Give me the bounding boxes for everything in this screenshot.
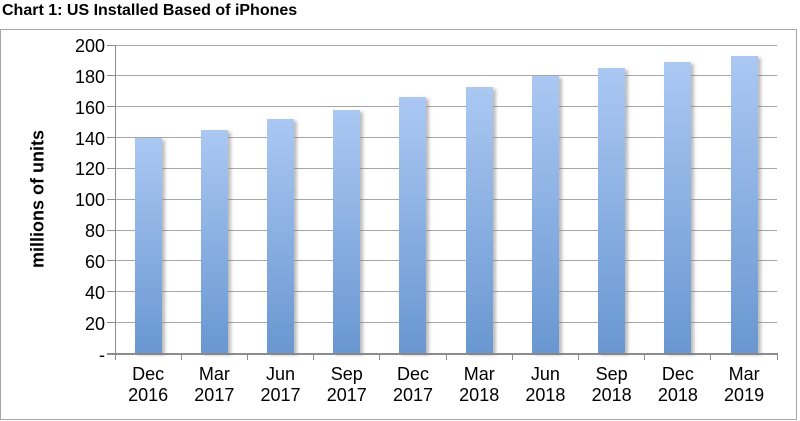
x-tick-label: Mar 2019	[724, 364, 765, 405]
gridline	[115, 229, 778, 231]
gridline	[115, 322, 778, 324]
y-axis-line	[115, 45, 116, 354]
bar	[333, 109, 361, 354]
y-tick-label: 140	[74, 128, 105, 149]
x-axis-tick	[644, 352, 646, 360]
x-axis-tick	[511, 352, 513, 360]
x-tick-label: Mar 2018	[459, 364, 500, 405]
gridline	[115, 167, 778, 169]
x-axis-tick	[776, 352, 778, 360]
x-axis-tick	[246, 352, 248, 360]
gridline	[115, 75, 778, 77]
x-tick-label: Dec 2018	[657, 364, 698, 405]
bar	[267, 119, 295, 354]
x-axis-tick	[180, 352, 182, 360]
bar	[598, 68, 626, 354]
y-tick-label: 200	[74, 36, 105, 56]
y-axis-tick	[107, 44, 115, 46]
y-axis-tick	[107, 229, 115, 231]
x-tick-label: Jun 2017	[260, 364, 301, 405]
gridline	[115, 260, 778, 262]
bar	[664, 61, 692, 354]
bar	[399, 97, 427, 354]
bar	[531, 75, 559, 354]
y-axis-tick	[107, 75, 115, 77]
y-tick-label: 180	[74, 66, 105, 87]
y-tick-label: -	[99, 344, 105, 365]
x-tick-label: Sep 2018	[591, 364, 632, 405]
bar	[730, 55, 758, 354]
gridline	[115, 291, 778, 293]
gridline	[115, 137, 778, 139]
x-tick-label: Sep 2017	[326, 364, 367, 405]
x-tick-label: Mar 2017	[194, 364, 235, 405]
bar	[134, 137, 162, 354]
y-tick-label: 60	[84, 251, 105, 272]
x-axis-tick	[379, 352, 381, 360]
x-axis-tick	[114, 352, 116, 360]
x-axis-tick	[313, 352, 315, 360]
y-axis-tick	[107, 260, 115, 262]
gridline	[115, 106, 778, 108]
gridline	[115, 198, 778, 200]
x-tick-label: Dec 2016	[128, 364, 169, 405]
x-tick-label: Jun 2018	[525, 364, 566, 405]
y-axis-tick	[107, 322, 115, 324]
y-axis-tick	[107, 137, 115, 139]
x-axis-tick	[578, 352, 580, 360]
chart-title: Chart 1: US Installed Based of iPhones	[2, 2, 298, 19]
x-axis-line	[107, 352, 778, 355]
chart-frame: millions of units -20 40 60 80 100 120 140 160 1…	[0, 29, 797, 420]
y-axis-tick	[107, 167, 115, 169]
bar	[465, 86, 493, 354]
y-axis-tick	[107, 198, 115, 200]
y-tick-label: 160	[74, 97, 105, 118]
y-tick-label: 40	[84, 282, 105, 303]
x-axis-tick	[445, 352, 447, 360]
gridline	[115, 44, 778, 46]
x-tick-label: Dec 2017	[392, 364, 433, 405]
y-tick-label: 20	[84, 313, 105, 334]
y-axis-tick	[107, 291, 115, 293]
y-tick-label: 100	[74, 190, 105, 211]
y-tick-label: 80	[84, 221, 105, 242]
y-axis-tick	[107, 106, 115, 108]
y-tick-label: 120	[74, 159, 105, 180]
x-axis-tick	[710, 352, 712, 360]
bar	[200, 129, 228, 354]
